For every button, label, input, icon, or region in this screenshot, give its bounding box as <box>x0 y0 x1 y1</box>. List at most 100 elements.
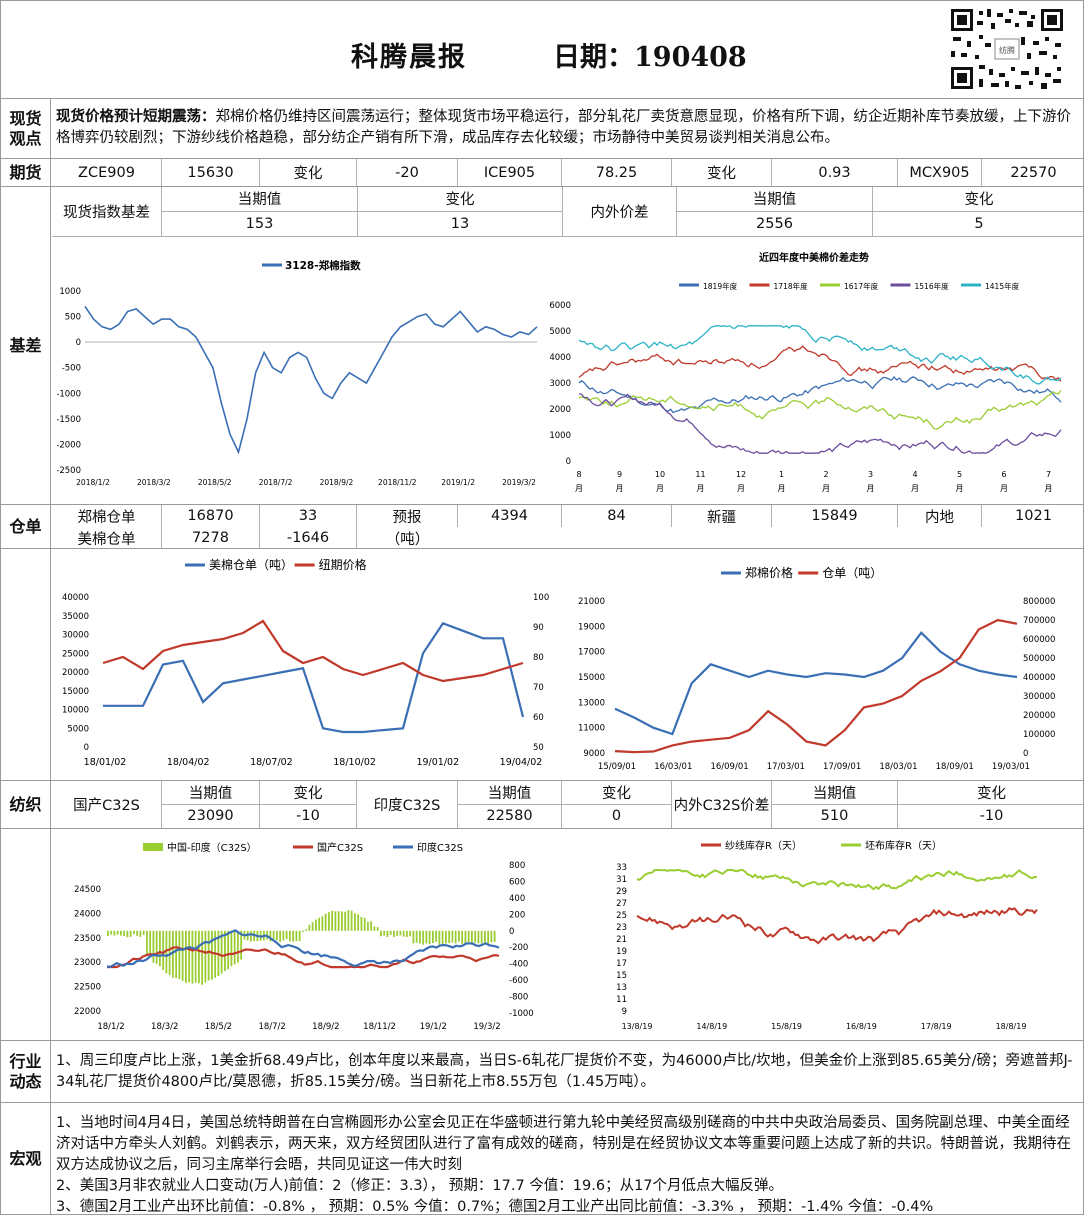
legend-label: 郑棉价格 <box>745 565 793 580</box>
spot-index-basis-label: 现货指数基差 <box>52 187 162 236</box>
y-tick-label: 20000 <box>62 668 89 678</box>
series-line <box>84 305 538 455</box>
spread-bar <box>337 911 340 931</box>
futures-cell: ZCE909 <box>52 159 162 186</box>
spread-bar <box>155 930 158 964</box>
spread-bar <box>334 911 337 931</box>
spread-bar <box>484 930 486 943</box>
spread-bar <box>146 930 148 956</box>
x-tick-label: 2018/1/2 <box>76 478 110 487</box>
spread-bar <box>201 930 204 985</box>
header-change: 变化 <box>898 781 1084 805</box>
spread-bar <box>360 916 363 931</box>
domestic-c32s-value: 23090 <box>187 808 234 825</box>
spread-bar <box>116 930 119 935</box>
warehouse-section: 仓单 郑棉仓单 16870 33 预报 4394 84 新疆 15849 内地 … <box>1 505 1084 549</box>
spread-bar <box>126 930 129 938</box>
spread-bar <box>412 930 415 944</box>
basis-change-header: 变化 <box>358 187 562 212</box>
basis-table: 现货指数基差 当期值 153 变化 13 内外价差 当期值 2556 变化 5 <box>52 187 1084 237</box>
futures-row: ZCE909 15630 变化 -20 ICE905 78.25 变化 0.93… <box>52 159 1084 186</box>
spread-bar <box>204 930 207 983</box>
y-tick-label: 600 <box>509 877 525 887</box>
legend-label: 纱线库存R（天） <box>725 839 802 852</box>
spread-bar <box>152 930 155 963</box>
series-line <box>614 631 1018 736</box>
x-tick-label: 月 <box>911 484 919 493</box>
header-change: 变化 <box>562 781 671 805</box>
x-tick-label: 4 <box>912 470 917 479</box>
header-current: 当期值 <box>458 781 561 805</box>
spread-bar <box>269 930 272 942</box>
x-tick-label: 14/8/19 <box>696 1022 727 1031</box>
futures-cell: 22570 <box>1010 164 1057 181</box>
header-current: 当期值 <box>162 781 259 805</box>
series-line <box>578 393 1062 454</box>
chart-title: 近四年度中美棉价差走势 <box>759 251 869 264</box>
textile-charts-section: 中国-印度（C32S） 国产C32S 印度C32S 24500 24000 23500 23… <box>1 829 1084 1041</box>
spread-bar <box>435 930 438 942</box>
warehouse-cell: 16870 <box>162 505 260 527</box>
spread-bar <box>347 910 350 931</box>
x-tick-label: 2018/9/2 <box>320 478 354 487</box>
y-tick-label: 30000 <box>62 631 89 641</box>
warehouse-row-1: 郑棉仓单 16870 33 预报 4394 84 新疆 15849 内地 102… <box>52 505 1084 527</box>
spread-bar <box>298 930 301 942</box>
x-tick-label: 18/8/19 <box>996 1022 1027 1031</box>
spread-bar <box>328 912 330 931</box>
y-tick-label: 31 <box>616 875 627 885</box>
industry-text: 1、周三印度卢比上涨，1美金折68.49卢比，创本年度以来最高，当日S-6轧花厂… <box>56 1053 1073 1090</box>
x-tick-label: 13/8/19 <box>622 1022 653 1031</box>
futures-section: 期货 ZCE909 15630 变化 -20 ICE905 78.25 变化 0… <box>1 159 1084 187</box>
spread-bar <box>458 930 460 942</box>
us-cotton-warehouse-chart: 美棉仓单（吨） 纽期价格 40000 35000 30000 25000 20000 1500… <box>62 557 549 768</box>
report-header: 科腾晨报 日期：190408 纺腾 <box>1 1 1084 99</box>
spread-bar <box>305 929 308 931</box>
y-tick-label: 100000 <box>1023 730 1055 740</box>
spread-bar <box>142 930 145 935</box>
y-tick-label: 17 <box>616 959 627 969</box>
x-tick-label: 1 <box>779 470 784 479</box>
india-c32s-value: 22580 <box>486 808 533 825</box>
legend-label: 1718年度 <box>774 281 809 291</box>
y-tick-label: 500 <box>65 313 81 323</box>
y-tick-label: 1000 <box>59 287 81 297</box>
inout-spread-label: 内外价差 <box>563 187 677 236</box>
spread-bar <box>194 930 197 983</box>
warehouse-row-2: 美棉仓单 7278 -1646 （吨） <box>52 527 512 549</box>
y-tick-label: 23 <box>616 923 627 933</box>
y-tick-label: -1000 <box>57 389 81 399</box>
y-tick-label: 200000 <box>1023 711 1055 721</box>
spread-bar <box>461 930 464 944</box>
y-tick-label: 40000 <box>62 593 89 603</box>
spread-bar <box>129 930 132 937</box>
warehouse-charts-section: 美棉仓单（吨） 纽期价格 40000 35000 30000 25000 20000 1500… <box>1 549 1084 781</box>
x-tick-label: 3 <box>868 470 873 479</box>
warehouse-cell: 33 <box>260 505 357 527</box>
series-line <box>102 619 524 683</box>
x-tick-label: 月 <box>697 484 705 493</box>
x-tick-label: 15/8/19 <box>771 1022 802 1031</box>
basis-label: 基差 <box>1 187 51 504</box>
spread-bar <box>211 930 213 980</box>
series-line <box>578 376 1062 414</box>
spread-bar <box>178 930 181 980</box>
x-tick-label: 18/04/02 <box>167 757 210 768</box>
y-tick-label: 70 <box>533 683 544 693</box>
warehouse-cell: 新疆 <box>672 505 772 527</box>
spread-bar <box>149 930 152 958</box>
series-line <box>106 946 500 969</box>
futures-cell: 变化 <box>672 159 772 186</box>
futures-cell: 15630 <box>162 159 260 186</box>
x-tick-label: 月 <box>616 484 624 493</box>
macro-item: 1、当地时间4月4日，美国总统特朗普在白宫椭圆形办公室会见正在华盛顿进行第九轮中… <box>56 1115 1071 1173</box>
y-tick-label: 9 <box>622 1007 627 1017</box>
spread-bar <box>276 930 278 941</box>
c32s-spread-value: 510 <box>820 808 849 825</box>
spread-bar <box>123 930 126 937</box>
x-tick-label: 2019/3/2 <box>502 478 536 487</box>
x-tick-label: 17/03/01 <box>767 762 805 772</box>
x-tick-label: 17/8/19 <box>921 1022 952 1031</box>
spread-bar <box>419 930 421 944</box>
